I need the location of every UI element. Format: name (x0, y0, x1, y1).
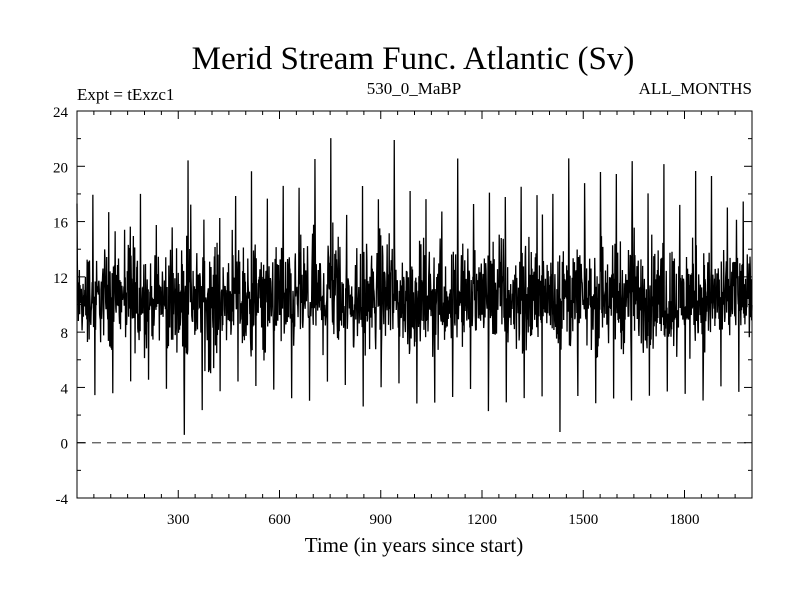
y-tick-label: -4 (56, 492, 69, 508)
period-label: 530_0_MaBP (367, 79, 461, 98)
series-line (76, 138, 753, 435)
axis-ticks: -4 0 4 8 12 16 20 24 300 600 900 1200 1500 1800 (53, 105, 752, 528)
x-tick-label: 600 (268, 512, 291, 528)
y-tick-label: 20 (53, 160, 68, 176)
x-tick-label: 300 (167, 512, 190, 528)
x-tick-label: 900 (370, 512, 393, 528)
y-tick-label: 8 (61, 326, 69, 342)
chart-title: Merid Stream Func. Atlantic (Sv) (192, 41, 635, 77)
y-tick-label: 0 (61, 437, 69, 453)
y-tick-label: 24 (53, 105, 69, 121)
experiment-label: Expt = tExzc1 (77, 85, 174, 104)
x-tick-label: 1500 (568, 512, 598, 528)
y-tick-label: 12 (53, 271, 68, 287)
x-tick-label: 1200 (467, 512, 497, 528)
y-tick-label: 4 (61, 381, 69, 397)
months-label: ALL_MONTHS (639, 79, 752, 98)
series-layer (76, 138, 753, 435)
x-axis-label: Time (in years since start) (305, 533, 524, 557)
y-tick-label: 16 (53, 216, 69, 232)
x-tick-label: 1800 (670, 512, 700, 528)
